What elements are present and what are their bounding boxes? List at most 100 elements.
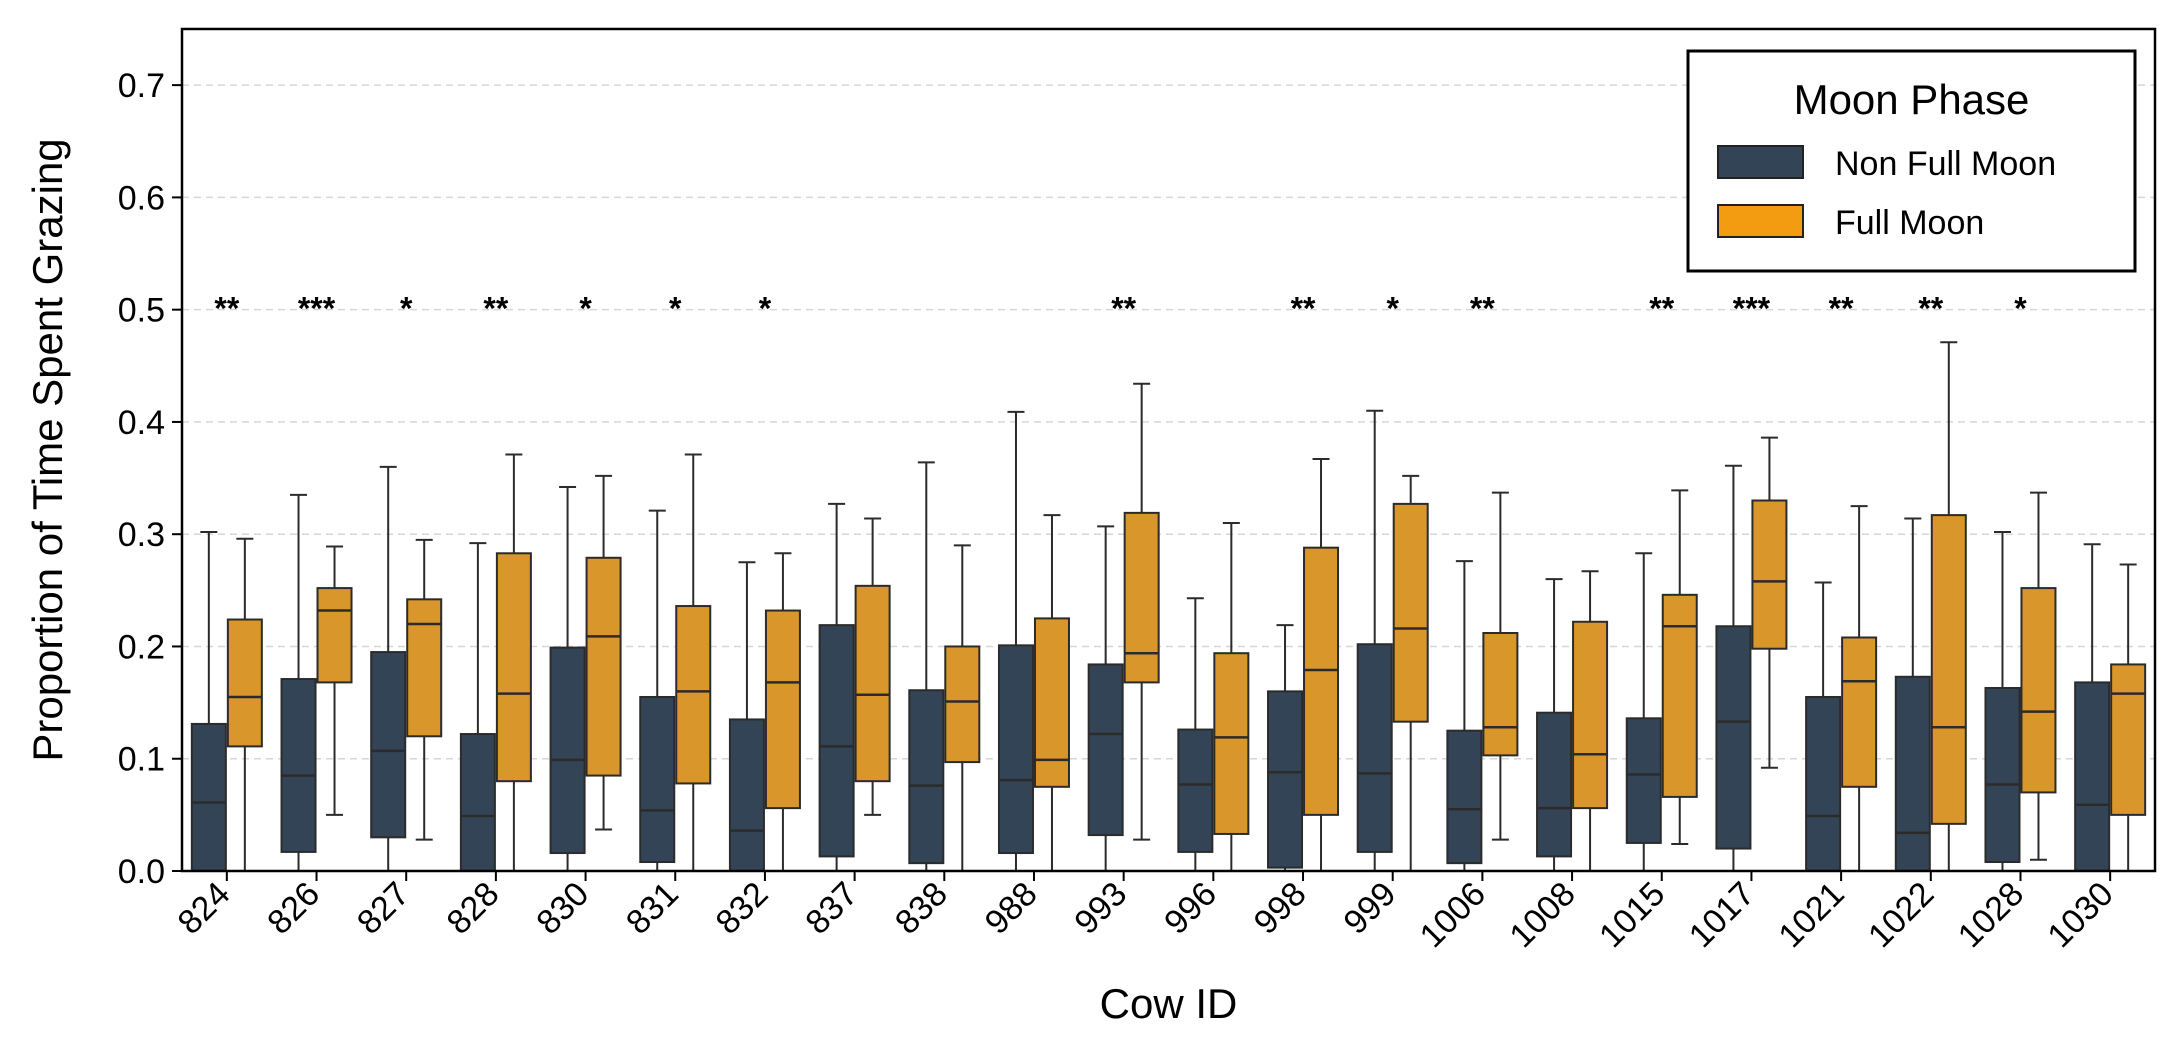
box-838 xyxy=(944,544,981,872)
x-tick-label: 828 xyxy=(440,875,507,942)
box-series xyxy=(190,341,2147,873)
significance-label: *** xyxy=(1733,291,1771,327)
box-1008 xyxy=(1536,578,1573,872)
box-body xyxy=(854,584,891,783)
legend-title: Moon Phase xyxy=(1794,76,2030,123)
x-axis-ticks: 824 826 827 828 830 831 832 837 838 988 993 996 998 9… xyxy=(171,871,2121,955)
significance-label: * xyxy=(2014,291,2027,327)
box-999 xyxy=(1392,474,1429,872)
box-1015 xyxy=(1661,489,1698,846)
box-1022 xyxy=(1930,341,1967,872)
significance-label: * xyxy=(579,291,592,327)
box-988 xyxy=(997,410,1034,872)
box-body xyxy=(1894,675,1931,873)
x-tick-label: 1022 xyxy=(1861,875,1941,955)
legend: Moon Phase Non Full Moon Full Moon xyxy=(1686,49,2137,273)
significance-label: * xyxy=(759,291,772,327)
box-824 xyxy=(190,530,227,872)
significance-label: ** xyxy=(1470,291,1495,327)
box-824 xyxy=(226,537,263,872)
x-axis-title: Cow ID xyxy=(1100,980,1238,1027)
box-1030 xyxy=(2074,543,2111,873)
x-tick-label: 827 xyxy=(350,875,417,942)
y-axis-title: Proportion of Time Spent Grazing xyxy=(24,138,71,761)
box-body xyxy=(1984,687,2021,864)
box-1008 xyxy=(1572,570,1609,872)
y-tick-label: 0.5 xyxy=(118,292,165,330)
box-832 xyxy=(728,561,765,872)
box-body xyxy=(1751,499,1788,650)
significance-label: ** xyxy=(1918,291,1943,327)
x-tick-label: 832 xyxy=(709,875,776,942)
box-body xyxy=(944,645,981,764)
box-body xyxy=(1930,514,1967,825)
significance-markers: ** *** * ** * * * ** ** * ** ** *** ** ** * xyxy=(214,291,2027,327)
box-996 xyxy=(1177,597,1214,872)
box-837 xyxy=(818,502,855,872)
box-828 xyxy=(459,542,496,872)
box-1017 xyxy=(1715,464,1752,872)
box-1021 xyxy=(1805,581,1842,873)
box-body xyxy=(675,605,712,785)
box-993 xyxy=(1087,525,1124,872)
box-body xyxy=(1715,625,1752,850)
x-tick-label: 1030 xyxy=(2040,875,2120,955)
y-tick-label: 0.0 xyxy=(118,853,165,891)
box-830 xyxy=(585,474,622,831)
y-tick-label: 0.2 xyxy=(118,628,165,666)
x-tick-label: 824 xyxy=(171,875,238,942)
x-tick-label: 1006 xyxy=(1413,875,1493,955)
legend-label-full-moon: Full Moon xyxy=(1835,204,1984,242)
x-tick-label: 1015 xyxy=(1592,875,1672,955)
box-body xyxy=(908,689,945,865)
box-827 xyxy=(406,538,443,841)
box-body xyxy=(226,618,263,748)
box-999 xyxy=(1356,409,1393,872)
y-tick-label: 0.1 xyxy=(118,741,165,779)
box-body xyxy=(1392,502,1429,723)
y-tick-label: 0.7 xyxy=(118,67,165,105)
legend-swatch-full-moon xyxy=(1717,204,1804,238)
box-1022 xyxy=(1894,517,1931,873)
box-body xyxy=(316,587,353,684)
box-body xyxy=(997,644,1034,855)
box-1006 xyxy=(1446,560,1483,872)
plot-frame xyxy=(180,27,2157,873)
box-body xyxy=(1536,711,1573,858)
box-838 xyxy=(908,461,945,872)
box-828 xyxy=(495,453,532,872)
box-body xyxy=(764,609,801,810)
box-body xyxy=(1482,631,1519,757)
box-body xyxy=(1446,729,1483,865)
box-body xyxy=(370,651,407,839)
series-full-moon xyxy=(226,341,2147,872)
box-body xyxy=(495,552,532,783)
box-body xyxy=(1572,620,1609,810)
y-tick-label: 0.3 xyxy=(118,516,165,554)
y-tick-label: 0.4 xyxy=(118,404,165,442)
box-body xyxy=(1841,636,1878,788)
box-body xyxy=(1805,695,1842,873)
box-body xyxy=(1123,511,1160,684)
box-body xyxy=(1661,593,1698,798)
x-tick-label: 996 xyxy=(1157,875,1224,942)
box-body xyxy=(2074,681,2111,873)
box-831 xyxy=(639,509,676,872)
box-831 xyxy=(675,453,712,872)
box-body xyxy=(1267,690,1304,869)
box-body xyxy=(728,718,765,872)
box-body xyxy=(1303,546,1340,816)
box-1017 xyxy=(1751,436,1788,769)
box-body xyxy=(280,678,317,853)
x-tick-label: 993 xyxy=(1067,875,1134,942)
box-body xyxy=(1356,643,1393,853)
box-1006 xyxy=(1482,491,1519,841)
box-body xyxy=(818,624,855,858)
box-body xyxy=(549,646,586,855)
box-body xyxy=(190,722,227,872)
x-tick-label: 1028 xyxy=(1951,875,2031,955)
box-body xyxy=(406,598,443,738)
y-tick-label: 0.6 xyxy=(118,179,165,217)
box-826 xyxy=(316,545,353,816)
